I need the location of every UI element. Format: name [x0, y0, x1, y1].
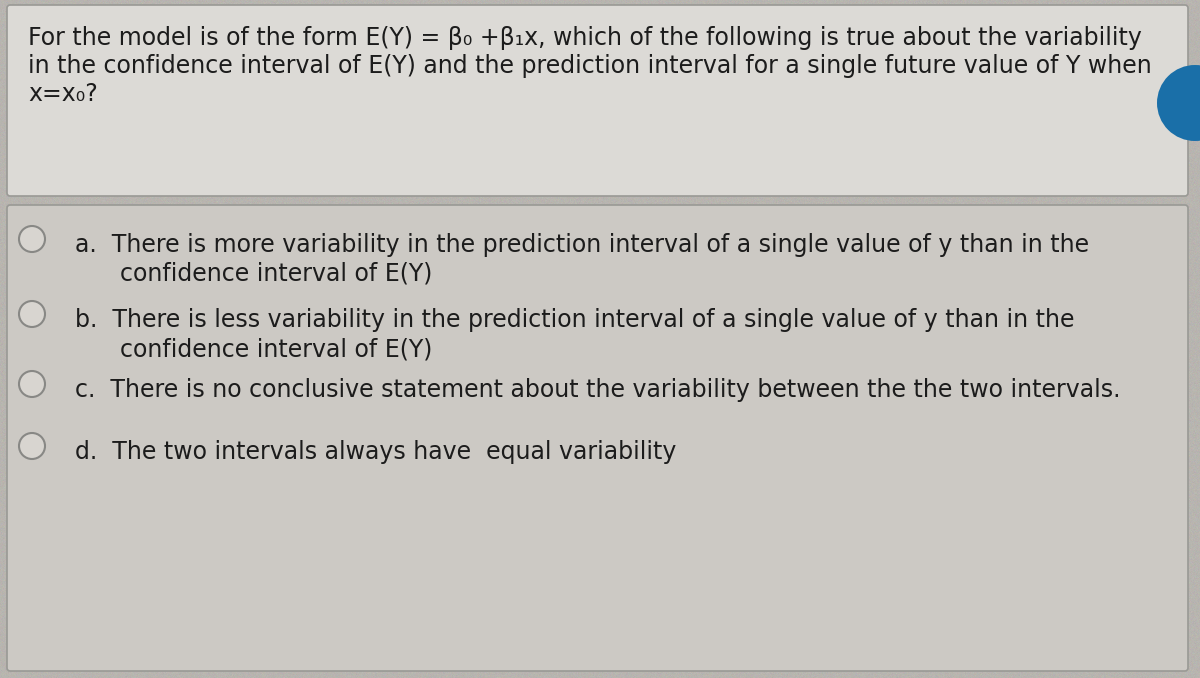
Text: d.  The two intervals always have  equal variability: d. The two intervals always have equal v… [74, 440, 677, 464]
Circle shape [19, 371, 46, 397]
Text: confidence interval of E(Y): confidence interval of E(Y) [74, 337, 432, 361]
Text: b.  There is less variability in the prediction interval of a single value of y : b. There is less variability in the pred… [74, 308, 1074, 332]
Text: For the model is of the form E(Y) = β₀ +β₁x, which of the following is true abou: For the model is of the form E(Y) = β₀ +… [28, 26, 1142, 50]
Circle shape [1157, 65, 1200, 141]
Text: x=x₀?: x=x₀? [28, 82, 97, 106]
Text: confidence interval of E(Y): confidence interval of E(Y) [74, 262, 432, 286]
Text: a.  There is more variability in the prediction interval of a single value of y : a. There is more variability in the pred… [74, 233, 1090, 257]
Circle shape [19, 301, 46, 327]
Text: c.  There is no conclusive statement about the variability between the the two i: c. There is no conclusive statement abou… [74, 378, 1121, 402]
FancyBboxPatch shape [7, 205, 1188, 671]
Circle shape [19, 226, 46, 252]
FancyBboxPatch shape [7, 5, 1188, 196]
Text: in the confidence interval of E(Y) and the prediction interval for a single futu: in the confidence interval of E(Y) and t… [28, 54, 1152, 78]
Circle shape [19, 433, 46, 459]
